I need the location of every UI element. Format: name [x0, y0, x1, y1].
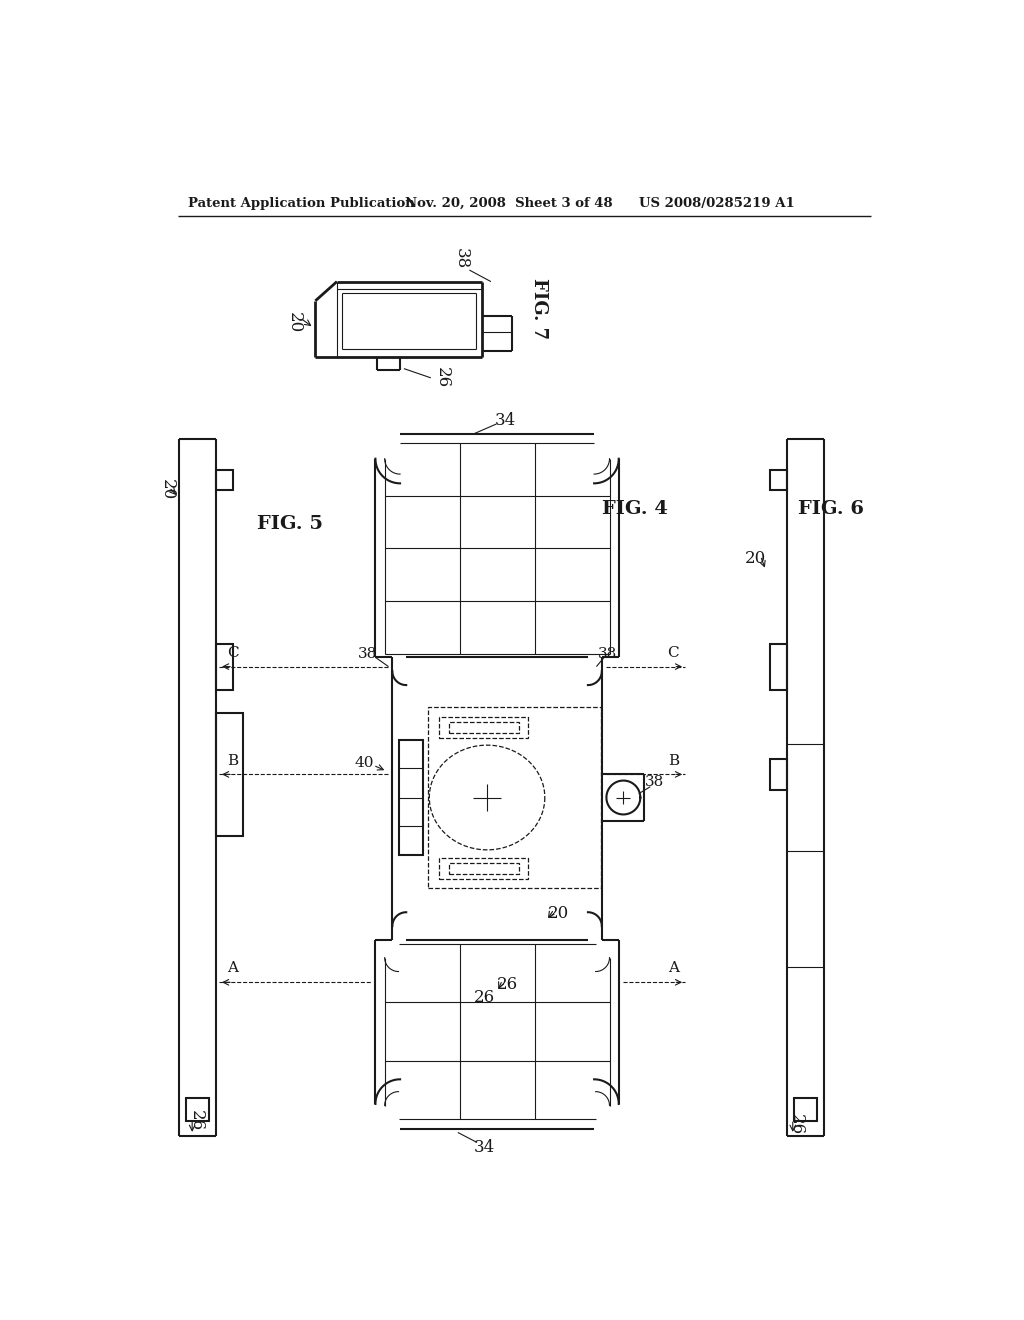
Text: FIG. 4: FIG. 4 [602, 500, 668, 517]
Text: Patent Application Publication: Patent Application Publication [188, 197, 415, 210]
Text: 40: 40 [354, 756, 374, 770]
Bar [216, 470, 233, 490]
Text: 20: 20 [286, 312, 303, 333]
Text: FIG. 6: FIG. 6 [799, 500, 864, 517]
Text: FIG. 7: FIG. 7 [529, 279, 548, 339]
Text: B: B [227, 754, 239, 767]
Bar [428, 708, 601, 888]
Text: 26: 26 [187, 1110, 205, 1131]
Bar [398, 739, 423, 855]
Bar [449, 722, 518, 733]
Text: 20: 20 [745, 550, 766, 568]
Text: 34: 34 [495, 412, 516, 429]
Text: 38: 38 [644, 775, 664, 789]
Bar [770, 759, 786, 789]
Text: 38: 38 [358, 647, 378, 660]
Bar [439, 858, 528, 879]
Text: C: C [668, 645, 679, 660]
Text: 26: 26 [474, 989, 496, 1006]
Text: C: C [227, 645, 239, 660]
Bar [770, 644, 786, 689]
Text: FIG. 5: FIG. 5 [257, 515, 323, 533]
Bar [770, 470, 786, 490]
Text: 26: 26 [788, 1114, 805, 1135]
Bar [449, 863, 518, 874]
Text: A: A [668, 961, 679, 975]
Text: 38: 38 [598, 647, 617, 660]
Bar [186, 1098, 209, 1121]
Text: US 2008/0285219 A1: US 2008/0285219 A1 [639, 197, 795, 210]
Bar [216, 644, 233, 689]
Text: 20: 20 [159, 479, 176, 500]
Text: 26: 26 [498, 975, 518, 993]
Text: 38: 38 [454, 248, 470, 269]
Text: 34: 34 [474, 1139, 496, 1156]
Bar [794, 1098, 816, 1121]
Bar [439, 717, 528, 738]
Text: Nov. 20, 2008  Sheet 3 of 48: Nov. 20, 2008 Sheet 3 of 48 [406, 197, 613, 210]
Text: B: B [668, 754, 679, 767]
Text: 26: 26 [434, 367, 451, 388]
Text: A: A [227, 961, 239, 975]
Text: 20: 20 [548, 904, 569, 921]
Bar [216, 713, 243, 836]
